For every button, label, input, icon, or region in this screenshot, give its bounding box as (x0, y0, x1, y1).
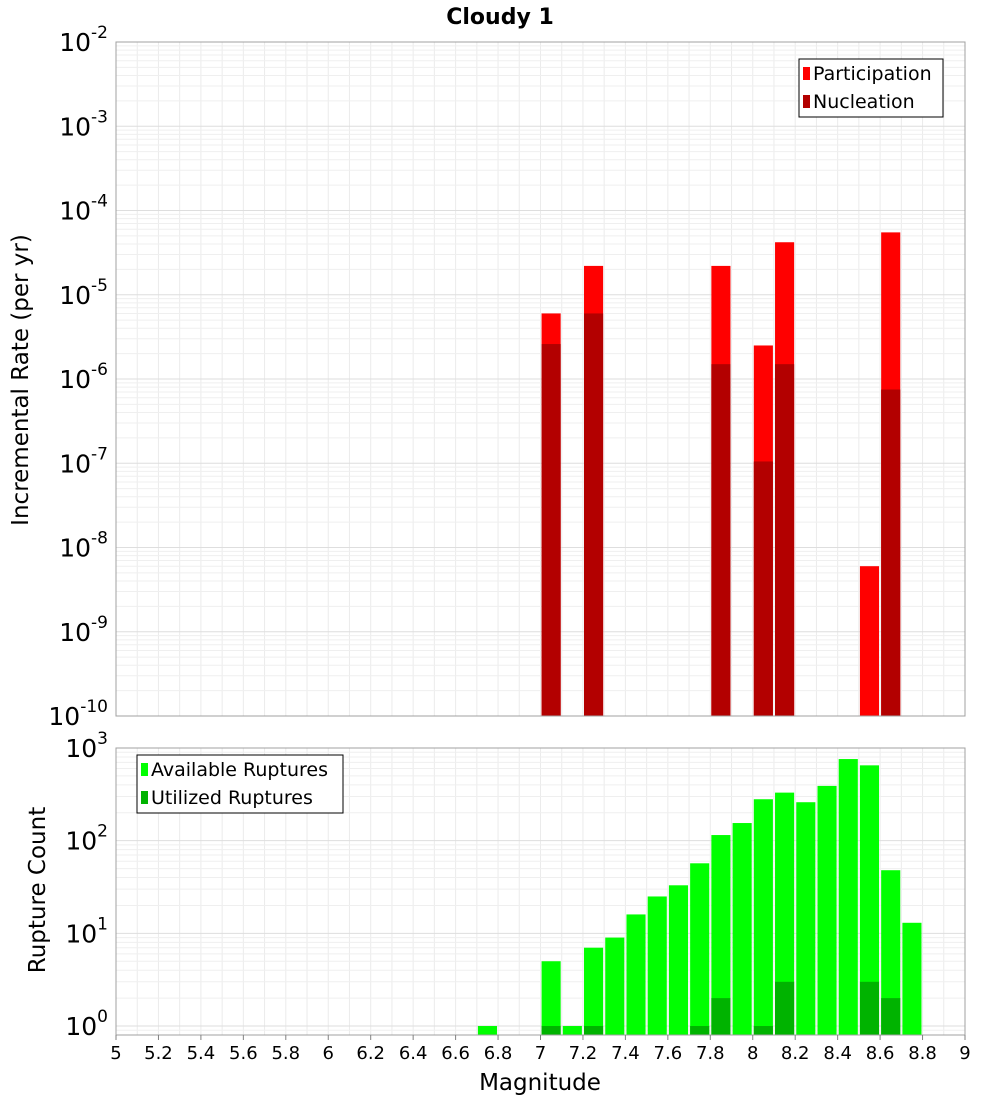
count-legend-swatch (141, 763, 148, 776)
count-x-tick-label: 8.6 (866, 1043, 895, 1064)
count-bar-available-ruptures (902, 922, 922, 1035)
count-legend-swatch (141, 791, 148, 804)
count-bar-available-ruptures (711, 835, 731, 1035)
count-bar-utilized-ruptures (690, 1026, 710, 1035)
count-bar-available-ruptures (817, 785, 837, 1035)
count-bar-utilized-ruptures (541, 1026, 561, 1035)
count-x-tick-label: 5.4 (187, 1043, 216, 1064)
rate-y-tick-label: 10-8 (59, 529, 108, 563)
rate-y-tick-label: 10-3 (59, 107, 108, 141)
count-x-tick-label: 6.2 (356, 1043, 385, 1064)
count-bar-available-ruptures (690, 863, 710, 1035)
rate-legend: Participation Nucleation (798, 58, 944, 118)
y-axis-label-rate: Incremental Rate (per yr) (8, 234, 34, 526)
count-legend-box (136, 754, 344, 814)
count-bar-available-ruptures (838, 759, 858, 1035)
rate-y-tick-label: 10-7 (59, 444, 108, 478)
count-x-tick-label: 9 (959, 1043, 970, 1064)
count-y-tick-label: 103 (65, 729, 108, 763)
rate-bar-nucleation (753, 461, 773, 716)
count-bar-utilized-ruptures (859, 981, 880, 1035)
rate-y-tick-label: 10-6 (59, 360, 108, 394)
count-x-tick-label: 8 (747, 1043, 758, 1064)
count-x-tick-label: 8.8 (908, 1043, 937, 1064)
count-bar-available-ruptures (605, 937, 625, 1035)
count-x-tick-label: 7 (535, 1043, 546, 1064)
rate-y-tick-label: 10-9 (59, 613, 108, 647)
rate-plot-frame (115, 41, 966, 717)
count-x-tick-label: 7.8 (696, 1043, 725, 1064)
count-bar-available-ruptures (775, 792, 795, 1035)
count-x-tick-label: 6.8 (484, 1043, 513, 1064)
count-bar-available-ruptures (477, 1026, 497, 1035)
count-y-tick-label: 102 (65, 822, 108, 856)
rate-bar-participation (859, 566, 880, 716)
count-bar-utilized-ruptures (881, 998, 901, 1035)
count-bar-utilized-ruptures (753, 1026, 773, 1035)
x-axis-label: Magnitude (479, 1070, 601, 1096)
count-x-tick-label: 5.8 (271, 1043, 300, 1064)
rate-bar-nucleation (775, 364, 795, 716)
rate-y-tick-label: 10-4 (59, 192, 108, 226)
count-bar-available-ruptures (753, 799, 773, 1035)
rate-y-tick-label: 10-5 (59, 276, 108, 310)
rate-legend-swatch (803, 95, 810, 108)
count-x-tick-label: 8.2 (781, 1043, 810, 1064)
count-bar-utilized-ruptures (775, 981, 795, 1035)
count-bar-available-ruptures (732, 823, 752, 1035)
count-x-tick-label: 5.2 (144, 1043, 173, 1064)
count-y-tick-label: 101 (65, 914, 108, 948)
count-bar-available-ruptures (796, 802, 816, 1035)
count-x-tick-label: 6.6 (441, 1043, 470, 1064)
rate-y-tick-label: 10-10 (48, 697, 108, 731)
rate-panel: 10-10 10-9 10-8 10-7 10-6 10-5 10-4 10-3 10-2 Par… (48, 23, 966, 731)
rate-bar-nucleation (584, 313, 604, 716)
count-panel: 100 101 102 103 5 5.2 5.4 5.6 5.8 6 6.2 6.4 6.6 6.8 7 7… (65, 729, 970, 1064)
count-bar-available-ruptures (668, 885, 689, 1035)
count-x-tick-label: 8.4 (823, 1043, 852, 1064)
count-x-tick-label: 6 (323, 1043, 334, 1064)
rate-bar-nucleation (881, 389, 901, 716)
count-legend-label: Utilized Ruptures (151, 787, 313, 809)
count-bar-utilized-ruptures (711, 998, 731, 1035)
rate-legend-box (798, 58, 944, 118)
rate-legend-swatch (803, 67, 810, 80)
count-bar-available-ruptures (541, 961, 561, 1035)
count-bar-utilized-ruptures (584, 1026, 604, 1035)
count-x-tick-label: 5.6 (229, 1043, 258, 1064)
rate-legend-label: Nucleation (813, 91, 915, 113)
count-y-tick-label: 100 (65, 1007, 108, 1041)
count-bar-available-ruptures (584, 947, 604, 1035)
rate-legend-label: Participation (813, 63, 932, 85)
chart-title: Cloudy 1 (446, 5, 554, 30)
count-bar-available-ruptures (859, 765, 880, 1035)
count-x-tick-label: 7.2 (569, 1043, 598, 1064)
count-legend-label: Available Ruptures (151, 759, 328, 781)
count-bar-available-ruptures (881, 870, 901, 1035)
count-x-tick-label: 7.4 (611, 1043, 640, 1064)
count-legend: Available Ruptures Utilized Ruptures (136, 754, 344, 814)
y-axis-label-count: Rupture Count (25, 807, 51, 973)
rate-bar-nucleation (541, 344, 561, 716)
count-x-tick-label: 5 (110, 1043, 121, 1064)
count-bar-available-ruptures (626, 914, 646, 1035)
count-x-tick-label: 7.6 (654, 1043, 683, 1064)
count-bar-available-ruptures (562, 1026, 582, 1035)
rate-y-tick-label: 10-2 (59, 23, 108, 57)
count-x-tick-label: 6.4 (399, 1043, 428, 1064)
rate-bar-nucleation (711, 364, 731, 716)
count-bar-available-ruptures (647, 896, 667, 1035)
